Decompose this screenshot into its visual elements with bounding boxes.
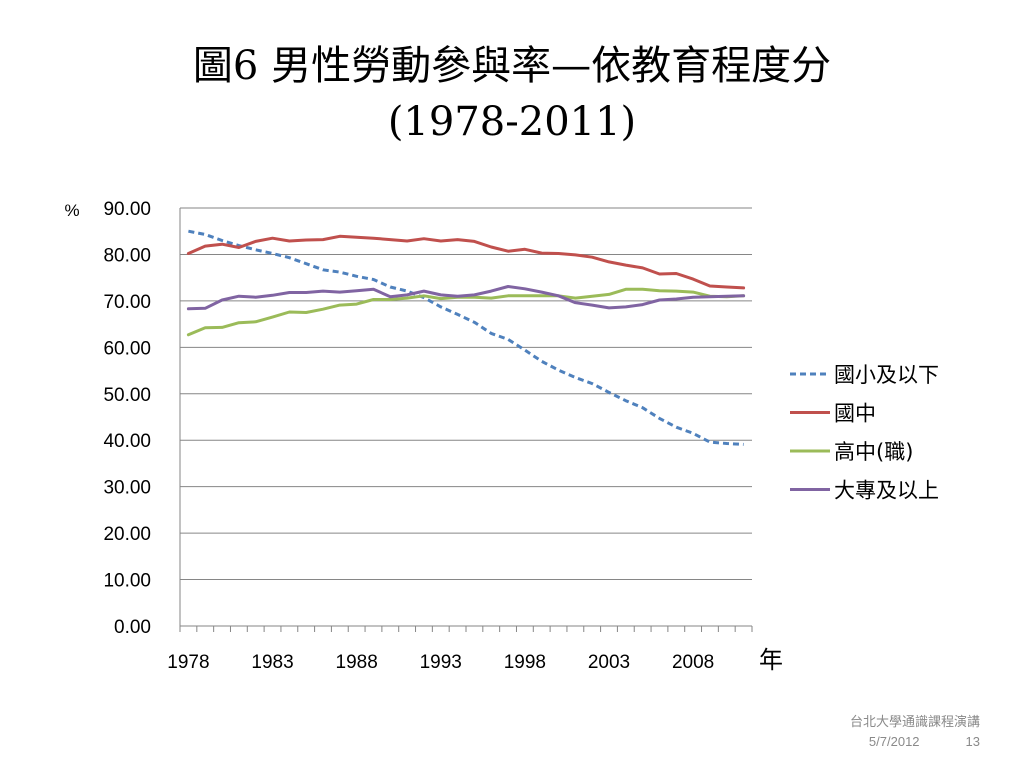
y-tick-label: 10.00 (103, 571, 151, 592)
y-tick-label: 80.00 (103, 245, 151, 266)
series-line (186, 285, 746, 311)
legend-label: 高中(職) (834, 440, 913, 464)
y-tick-label: 50.00 (103, 385, 151, 406)
y-tick-label: 60.00 (103, 338, 151, 359)
legend-label: 國中 (834, 402, 876, 426)
x-tick-label: 1993 (420, 652, 462, 673)
series-line (186, 234, 746, 290)
x-tick-label: 2003 (588, 652, 630, 673)
x-tick-label: 2008 (672, 652, 714, 673)
x-tick-label: 1998 (504, 652, 546, 673)
footer-page-number: 13 (965, 734, 980, 749)
x-tick-label: 1988 (336, 652, 378, 673)
x-axis-unit-label: 年 (759, 646, 783, 674)
y-axis-unit-label: % (64, 201, 79, 220)
y-tick-label: 70.00 (103, 292, 151, 313)
x-tick-label: 1978 (167, 652, 209, 673)
slide-footer: 台北大學通識課程演講 5/7/2012 13 (850, 712, 980, 752)
y-tick-label: 90.00 (103, 199, 151, 220)
title-line-2: (1978-2011) (387, 99, 637, 145)
slide-title: 圖6 男性勞動參與率—依教育程度分 (1978-2011) (0, 38, 1024, 150)
legend-label: 大專及以上 (834, 479, 939, 503)
y-tick-label: 30.00 (103, 478, 151, 499)
y-tick-label: 20.00 (103, 524, 151, 545)
series-line (186, 287, 746, 337)
axes: 0.00 10.00 20.00 30.00 40.00 50.00 60.00 70.00 8… (103, 199, 753, 673)
series-line (188, 229, 744, 446)
legend-label: 國小及以下 (834, 363, 939, 387)
series-lines (186, 229, 746, 446)
x-tick-label: 1983 (251, 652, 293, 673)
footer-org: 台北大學通識課程演講 (849, 714, 980, 729)
title-line-1: 圖6 男性勞動參與率—依教育程度分 (192, 43, 832, 89)
y-tick-label: 40.00 (103, 431, 151, 452)
y-tick-label: 0.00 (114, 617, 151, 638)
footer-date: 5/7/2012 (868, 734, 920, 749)
gridlines (180, 207, 752, 627)
